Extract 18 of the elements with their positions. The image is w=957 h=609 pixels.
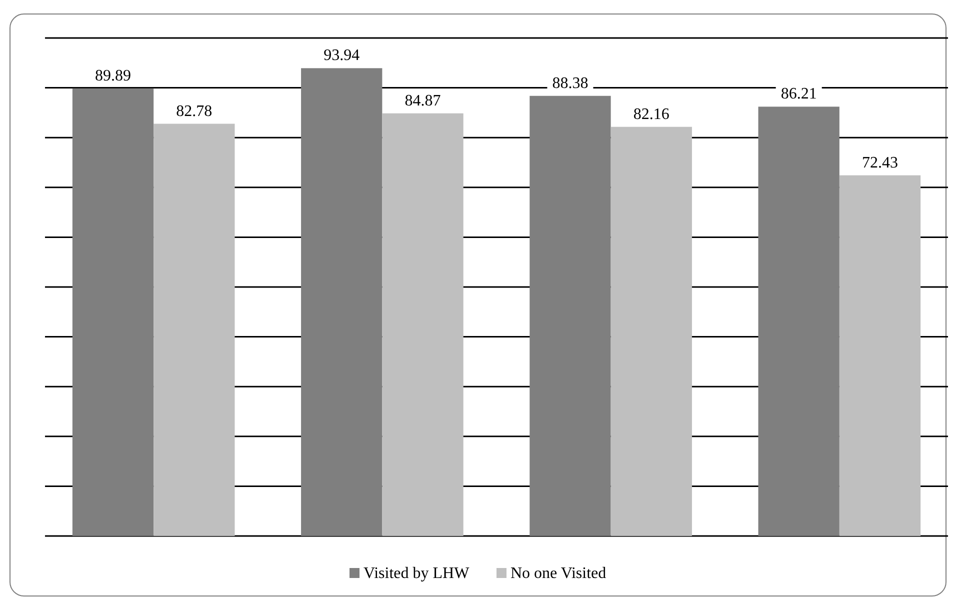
bar bbox=[530, 96, 611, 536]
bar bbox=[301, 68, 382, 536]
bar bbox=[154, 124, 235, 536]
bar bbox=[839, 175, 921, 536]
legend-label: Visited by LHW bbox=[364, 565, 470, 582]
data-label: 89.89 bbox=[95, 67, 132, 84]
legend-label: No one Visited bbox=[510, 565, 606, 582]
data-label: 82.16 bbox=[633, 106, 670, 123]
data-label: 93.94 bbox=[324, 47, 360, 64]
bar bbox=[610, 126, 692, 536]
data-label: 86.21 bbox=[780, 86, 817, 103]
data-label: 82.78 bbox=[176, 102, 212, 120]
bar bbox=[72, 88, 154, 536]
data-label: 84.87 bbox=[404, 92, 441, 110]
bar bbox=[382, 113, 464, 536]
data-label: 72.43 bbox=[862, 154, 898, 172]
data-label: 88.38 bbox=[552, 74, 588, 92]
bar bbox=[758, 106, 840, 536]
